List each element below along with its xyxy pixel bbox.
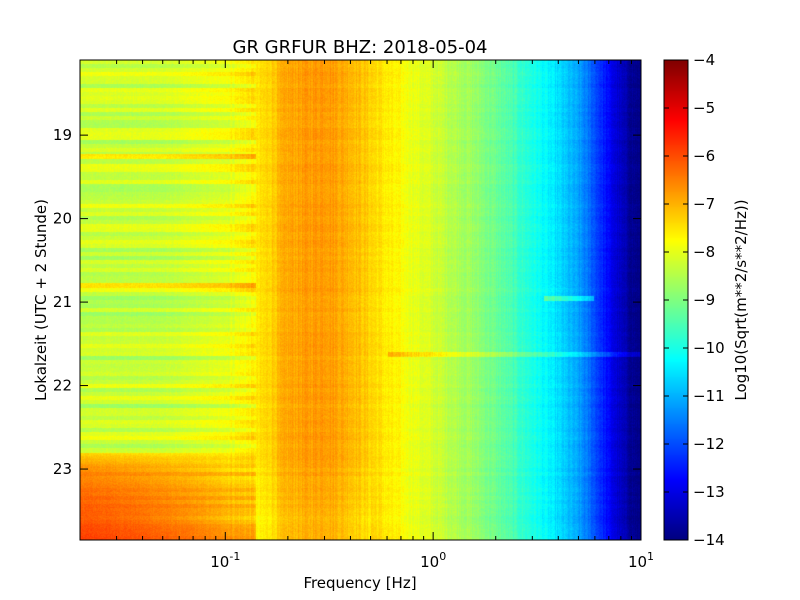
y-tick-label: 20 bbox=[53, 210, 72, 228]
colorbar-tick-label: −13 bbox=[693, 483, 725, 501]
y-tick-label: 19 bbox=[53, 126, 72, 144]
y-tick-label: 21 bbox=[53, 293, 72, 311]
x-tick-label: 100 bbox=[420, 550, 446, 571]
colorbar-tick-label: −9 bbox=[693, 291, 715, 309]
colorbar-tick-label: −11 bbox=[693, 387, 725, 405]
colorbar-tick-label: −12 bbox=[693, 435, 725, 453]
colorbar-tick-label: −8 bbox=[693, 243, 715, 261]
y-axis-ticks: 19 20 21 22 23 bbox=[53, 126, 641, 478]
y-tick-label: 22 bbox=[53, 377, 72, 395]
colorbar-label: Log10(Sqrt(m**2/s**2/Hz)) bbox=[732, 199, 750, 400]
colorbar-tick-label: −6 bbox=[693, 147, 715, 165]
x-axis-ticks: 10-1 100 101 bbox=[116, 60, 654, 571]
colorbar-tick-label: −10 bbox=[693, 339, 725, 357]
plot-frame bbox=[79, 59, 642, 541]
x-axis-label: Frequency [Hz] bbox=[303, 574, 416, 592]
colorbar-tick-label: −5 bbox=[693, 99, 715, 117]
x-tick-label: 101 bbox=[628, 550, 654, 571]
heatmap bbox=[80, 60, 641, 540]
y-axis-label: Lokalzeit (UTC + 2 Stunde) bbox=[32, 199, 50, 401]
y-tick-label: 23 bbox=[53, 460, 72, 478]
colorbar-ticks: −4 −5 −6 −7 −8 −9 −10 −11 −12 −13 −14 bbox=[664, 51, 725, 549]
colorbar-tick-label: −7 bbox=[693, 195, 715, 213]
colorbar: −4 −5 −6 −7 −8 −9 −10 −11 −12 −13 −14 Log10(Sqrt(m… bbox=[663, 51, 750, 549]
chart-title: GR GRFUR BHZ: 2018-05-04 bbox=[233, 37, 488, 58]
x-tick-label: 10-1 bbox=[210, 550, 240, 571]
colorbar-tick-label: −14 bbox=[693, 531, 725, 549]
colorbar-tick-label: −4 bbox=[693, 51, 715, 69]
heatmap-image bbox=[80, 60, 641, 540]
